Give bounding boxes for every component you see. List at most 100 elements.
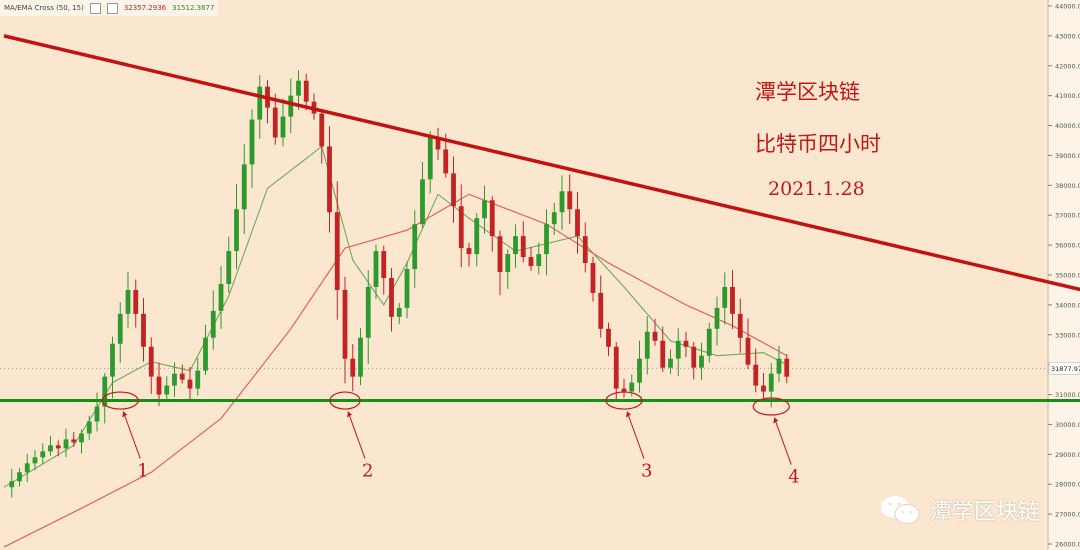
- candle-body: [389, 277, 394, 317]
- hide-box-icon[interactable]: [106, 2, 118, 14]
- indicator-legend[interactable]: MA/EMA Cross (50, 15) 32357.2936 31512.3…: [0, 0, 219, 16]
- candle-body: [125, 289, 131, 314]
- candle-body: [164, 385, 170, 395]
- indicator-value-1: 32357.2936: [123, 4, 167, 12]
- candle-body: [489, 200, 495, 237]
- candle-body: [768, 373, 774, 392]
- candle-body: [582, 236, 588, 264]
- candle-body: [474, 218, 480, 255]
- candle-body: [730, 286, 735, 314]
- y-tick-label: 43000.00: [1055, 32, 1080, 40]
- indicator-value-2: 31512.3677: [172, 4, 215, 12]
- candle-body: [784, 358, 790, 377]
- y-tick-label: 39000.00: [1055, 152, 1080, 160]
- y-tick-label: 33000.00: [1055, 331, 1080, 339]
- candle-body: [179, 373, 185, 380]
- candle-body: [40, 451, 46, 458]
- y-tick-label: 36000.00: [1055, 242, 1080, 250]
- candle-body: [427, 137, 433, 180]
- y-tick-label: 31000.00: [1055, 391, 1080, 399]
- indicator-name: MA/EMA Cross (50, 15): [4, 4, 84, 12]
- marker-arrow: [347, 411, 366, 459]
- current-price-tag: [1048, 362, 1080, 375]
- y-tick-label: 35000.00: [1055, 272, 1080, 280]
- candle-body: [675, 340, 681, 359]
- candle-body: [466, 248, 472, 255]
- candle-body: [381, 251, 387, 278]
- candle-body: [497, 236, 503, 273]
- candle-body: [598, 292, 604, 329]
- y-tick-label: 40000.00: [1055, 122, 1080, 130]
- candle-body: [590, 263, 596, 293]
- candle-body: [48, 445, 53, 452]
- marker-arrowhead: [773, 417, 779, 424]
- candle-body: [714, 307, 720, 329]
- y-tick-label: 34000.00: [1055, 301, 1080, 309]
- candle-body: [559, 191, 565, 213]
- watermark-text: 潭学区块链: [929, 500, 1040, 525]
- candle-body: [505, 254, 511, 273]
- candle-body: [544, 224, 549, 255]
- candle-body: [396, 307, 402, 317]
- price-axis: 26000.00 27000.00 28000.00 29000.00 30000.00…: [1047, 0, 1080, 550]
- annotation-title: 潭学区块链: [755, 80, 860, 104]
- candle-body: [79, 433, 84, 443]
- candle-body: [621, 388, 627, 392]
- candle-body: [458, 206, 464, 249]
- candle-body: [776, 358, 782, 374]
- candle-body: [652, 331, 658, 341]
- candle-body: [451, 173, 456, 207]
- resistance-line: [3, 34, 1080, 292]
- y-tick-label: 38000.00: [1055, 182, 1080, 190]
- candle-body: [668, 358, 673, 368]
- candle-body: [288, 95, 294, 117]
- candle-body: [133, 289, 139, 314]
- marker-label: 2: [362, 461, 373, 482]
- candle-body: [226, 251, 232, 284]
- candle-body: [296, 80, 301, 96]
- y-tick-label: 44000.00: [1055, 2, 1080, 10]
- candle-body: [55, 445, 61, 449]
- candle-body: [567, 191, 573, 210]
- candle-body: [644, 331, 650, 359]
- y-tick-label: 29000.00: [1055, 451, 1080, 459]
- candle-body: [606, 328, 611, 347]
- marker-label: 3: [641, 461, 652, 482]
- candle-body: [358, 337, 363, 377]
- candle-body: [9, 481, 15, 488]
- candle-body: [350, 358, 356, 377]
- y-tick-label: 26000.00: [1055, 541, 1080, 549]
- candle-body: [551, 212, 557, 225]
- marker-label: 4: [788, 467, 799, 488]
- support-touch-circle: [605, 391, 643, 410]
- candle-body: [482, 200, 487, 219]
- candle-body: [110, 343, 115, 377]
- candle-body: [737, 313, 743, 338]
- candle-body: [706, 328, 712, 356]
- candle-body: [24, 463, 30, 473]
- candle-body: [536, 254, 542, 267]
- candle-body: [722, 286, 728, 308]
- candle-body: [327, 146, 332, 213]
- candle-body: [691, 346, 697, 368]
- support-touch-circle: [101, 391, 139, 410]
- candles: [9, 70, 790, 498]
- candle-body: [412, 224, 418, 270]
- wechat-icon: [880, 496, 920, 524]
- candle-body: [86, 421, 92, 434]
- support-touch-circle: [329, 391, 361, 410]
- current-price-label: 31877.97: [1051, 365, 1080, 373]
- candle-body: [218, 283, 224, 311]
- candle-body: [342, 289, 348, 359]
- marker-arrow: [773, 417, 792, 465]
- candle-body: [435, 137, 441, 150]
- settings-box-icon[interactable]: [89, 2, 101, 14]
- marker-arrowhead: [122, 411, 128, 418]
- y-tick-label: 28000.00: [1055, 481, 1080, 489]
- candle-body: [753, 364, 759, 386]
- candle-body: [241, 164, 247, 210]
- candle-body: [148, 346, 154, 377]
- y-tick-label: 41000.00: [1055, 92, 1080, 100]
